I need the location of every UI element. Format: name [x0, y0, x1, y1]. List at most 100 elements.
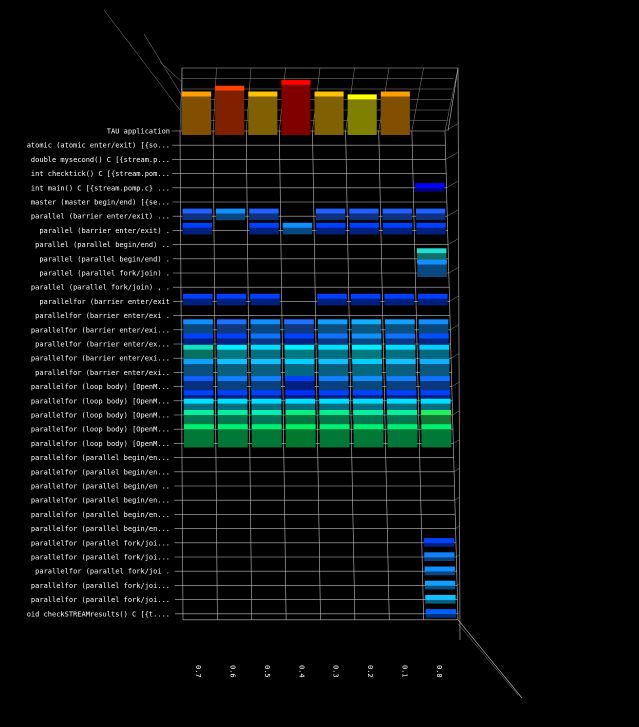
bar-top	[183, 293, 213, 299]
bar	[424, 580, 456, 590]
bar-front	[318, 381, 349, 391]
bar-front	[183, 338, 213, 348]
bar-front	[418, 324, 449, 334]
row-label: parallelfor (loop body) [OpenM...	[31, 397, 170, 405]
bar-front	[351, 338, 382, 348]
bar	[417, 259, 447, 277]
bar-top	[217, 376, 248, 382]
bar-front	[420, 381, 450, 391]
floor-grid-col	[312, 130, 321, 620]
side-wall-grid	[447, 237, 460, 245]
floor-grid-col	[378, 130, 390, 620]
bar-top	[319, 410, 350, 415]
bar-top	[182, 208, 212, 214]
bar	[386, 376, 417, 391]
x-tick-label: 0.1	[400, 665, 408, 678]
bar	[317, 319, 348, 334]
bar-front	[217, 338, 247, 348]
bar-top	[419, 359, 450, 364]
bar-top	[183, 333, 213, 339]
bar	[385, 333, 416, 348]
bar-top	[424, 566, 455, 572]
bar	[415, 208, 446, 221]
bar-top	[216, 319, 247, 325]
x-axis-ticks: 0.7 0.6 0.5 0.4 0.3 0.2 0.1 0.0	[194, 665, 443, 678]
side-wall-grid	[445, 151, 460, 160]
bar-front	[316, 227, 346, 235]
bar	[316, 222, 346, 235]
bar	[352, 376, 383, 391]
bar-top	[182, 222, 212, 228]
bar-front	[351, 324, 382, 334]
bar	[386, 359, 416, 377]
bar	[423, 538, 455, 547]
bar	[284, 359, 315, 377]
row-label: parallelfor (loop body) [OpenM...	[31, 426, 170, 434]
bar-top	[353, 398, 383, 404]
bar-top	[183, 319, 213, 325]
bar-top	[217, 398, 248, 404]
bar-top	[424, 580, 456, 586]
bar-top	[318, 333, 348, 339]
bar	[319, 424, 350, 448]
bar-top	[182, 91, 212, 97]
x-tick-label: 0.5	[263, 665, 271, 678]
bar	[351, 333, 382, 348]
grid	[103, 9, 523, 699]
bar-front	[424, 571, 455, 576]
bar	[419, 333, 449, 348]
bar	[418, 293, 448, 306]
bar	[425, 609, 456, 618]
row-label: parallelfor (parallel begin/en...	[31, 454, 170, 462]
bar-front	[416, 227, 446, 235]
bar-front	[249, 213, 279, 221]
bar-front	[352, 381, 383, 391]
x-tick-label: 0.6	[229, 665, 237, 678]
side-wall-grid	[448, 266, 460, 274]
bar-top	[251, 398, 282, 404]
bar	[315, 208, 346, 221]
bar	[183, 424, 214, 448]
bar-front	[215, 213, 246, 221]
bar-top	[318, 390, 349, 396]
row-label: parallelfor (barrier enter/exi..	[35, 369, 170, 377]
bar	[182, 208, 212, 221]
bar-front	[349, 213, 379, 221]
bar-front	[318, 364, 349, 377]
bar-top	[419, 333, 449, 339]
bar-top	[417, 259, 447, 265]
bar-front	[215, 90, 245, 135]
bar-top	[351, 333, 382, 339]
bar-front	[251, 429, 282, 448]
row-label: parallel (parallel begin/end) .	[39, 255, 170, 263]
bar-front	[281, 84, 311, 135]
row-label: parallelfor (barrier enter/exi .	[35, 312, 170, 320]
side-wall-grid	[453, 439, 460, 444]
bar-front	[183, 324, 213, 334]
bar-top	[183, 398, 214, 404]
bar-top	[385, 344, 416, 350]
bar	[415, 183, 445, 192]
row-label: parallelfor (barrier enter/exi...	[31, 355, 170, 363]
bar	[382, 222, 413, 235]
bar	[182, 91, 212, 135]
bar-front	[248, 96, 278, 135]
bar-top	[420, 398, 451, 404]
x-tick-label: 0.4	[297, 665, 305, 678]
depth-axis-line-2	[457, 623, 519, 696]
bar	[318, 376, 349, 391]
bar	[250, 319, 281, 334]
bar-top	[317, 319, 348, 325]
bar	[251, 359, 281, 377]
bar-front	[386, 381, 417, 391]
bar	[416, 248, 447, 263]
side-wall-grid	[457, 612, 460, 614]
row-labels: TAU application atomic (atomic enter/exit…	[27, 128, 170, 619]
side-wall-grid	[455, 525, 460, 529]
bar-top	[415, 183, 445, 189]
bar-front	[425, 599, 456, 604]
row-label: parallel (barrier enter/exit) ...	[31, 213, 170, 221]
bar-front	[418, 298, 448, 306]
bar	[314, 91, 344, 135]
bar-front	[415, 213, 446, 221]
